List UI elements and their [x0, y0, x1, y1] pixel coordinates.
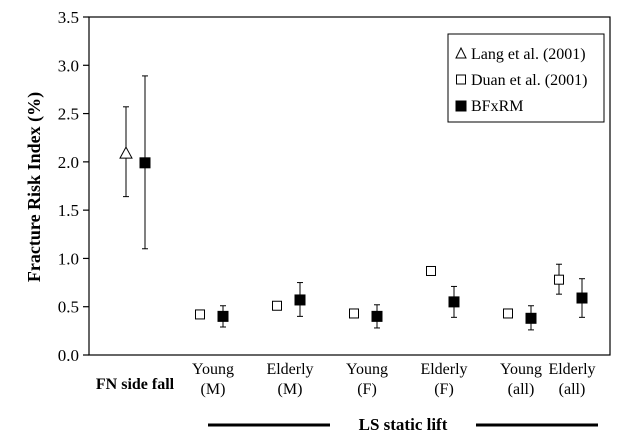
legend-marker-triangle — [455, 46, 467, 59]
data-point-filled-square — [217, 310, 229, 322]
y-tick-label: 3.0 — [58, 56, 79, 75]
legend: Lang et al. (2001) Duan et al. (2001) BFxR… — [447, 33, 605, 123]
data-point-filled-square — [371, 310, 383, 322]
category-label: FN side fall — [96, 376, 175, 393]
category-label-line: Young — [500, 361, 542, 378]
data-point-open-square — [426, 265, 436, 276]
plot-frame — [88, 16, 611, 356]
series-open-square — [195, 263, 564, 320]
data-point-triangle — [119, 146, 133, 159]
plot-border — [88, 16, 611, 356]
category-label-line: Young — [346, 361, 388, 378]
y-axis-tick-labels: 0.0 0.5 1.0 1.5 2.0 2.5 3.0 3.5 — [58, 8, 79, 365]
data-point-filled-square — [294, 294, 306, 306]
legend-label: Duan et al. (2001) — [471, 72, 587, 89]
y-axis-ticks — [83, 16, 89, 356]
data-point-open-square — [554, 274, 564, 285]
series-filled-square — [139, 75, 588, 331]
category-label-line: (M) — [278, 381, 303, 398]
legend-marker-open-square — [456, 74, 466, 85]
y-tick-label: 3.5 — [58, 8, 79, 27]
y-tick-label: 2.5 — [58, 105, 79, 124]
group-bracket: LS static lift — [208, 415, 598, 434]
category-label-line: Elderly — [548, 361, 595, 378]
series-layer — [119, 75, 588, 331]
series-open-triangle — [119, 106, 133, 198]
category-label-line: (M) — [201, 381, 226, 398]
legend-label: BFxRM — [471, 98, 523, 115]
category-label-line: (F) — [434, 381, 454, 398]
category-label-line: (all) — [508, 381, 535, 398]
category-label-line: Elderly — [420, 361, 467, 378]
legend-box — [447, 33, 605, 123]
data-point-open-square — [272, 300, 282, 311]
y-tick-label: 0.5 — [58, 298, 79, 317]
data-point-open-square — [195, 309, 205, 320]
y-tick-label: 1.5 — [58, 201, 79, 220]
category-label-line: (all) — [559, 381, 586, 398]
category-label-line: Elderly — [266, 361, 313, 378]
data-point-filled-square — [576, 292, 588, 304]
data-point-filled-square — [448, 296, 460, 308]
y-axis-title: Fracture Risk Index (%) — [24, 92, 45, 282]
legend-label: Lang et al. (2001) — [471, 46, 586, 63]
y-tick-label: 0.0 — [58, 346, 79, 365]
data-point-open-square — [503, 308, 513, 319]
y-tick-label: 2.0 — [58, 153, 79, 172]
x-axis-category-labels: FN side fall Young (M) Elderly (M) Young (F) El… — [96, 361, 596, 398]
data-point-filled-square — [525, 312, 537, 324]
group-label-text: LS static lift — [359, 415, 448, 434]
category-label-line: Young — [192, 361, 234, 378]
data-point-filled-square — [139, 157, 151, 169]
legend-marker-filled-square — [455, 100, 467, 112]
category-label-line: (F) — [357, 381, 377, 398]
data-point-open-square — [349, 308, 359, 319]
y-tick-label: 1.0 — [58, 249, 79, 268]
